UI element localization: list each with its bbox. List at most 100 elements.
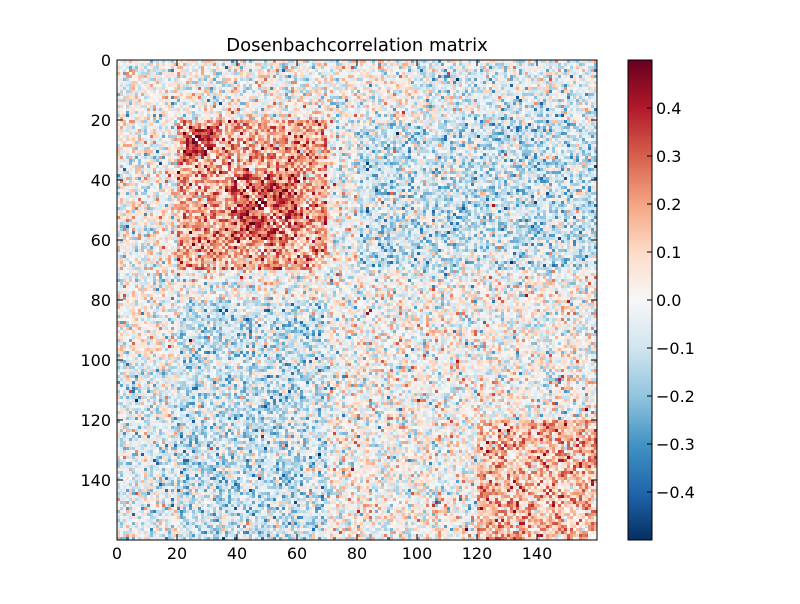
heatmap-cell xyxy=(213,75,217,79)
heatmap-cell xyxy=(585,87,589,91)
heatmap-cell xyxy=(456,60,460,64)
heatmap-cell xyxy=(387,93,391,97)
heatmap-cell xyxy=(129,114,133,118)
heatmap-cell xyxy=(489,60,493,64)
heatmap-cell xyxy=(501,66,505,70)
heatmap-cell xyxy=(279,72,283,76)
heatmap-cell xyxy=(267,126,271,130)
heatmap-cell xyxy=(255,108,259,112)
heatmap-cell xyxy=(279,108,283,112)
heatmap-cell xyxy=(498,63,502,67)
heatmap-cell xyxy=(480,108,484,112)
heatmap-cell xyxy=(555,135,559,139)
heatmap-cell xyxy=(456,111,460,115)
heatmap-cell xyxy=(177,117,181,121)
heatmap-cell xyxy=(138,123,142,127)
heatmap-cell xyxy=(327,81,331,85)
heatmap-cell xyxy=(543,75,547,79)
heatmap-cell xyxy=(174,69,178,73)
heatmap-cell xyxy=(567,96,571,100)
heatmap-cell xyxy=(159,72,163,76)
heatmap-cell xyxy=(288,93,292,97)
heatmap-cell xyxy=(294,144,298,148)
heatmap-cell xyxy=(510,135,514,139)
heatmap-cell xyxy=(165,138,169,142)
heatmap-cell xyxy=(483,75,487,79)
heatmap-cell xyxy=(486,132,490,136)
heatmap-cell xyxy=(129,138,133,142)
heatmap-cell xyxy=(276,114,280,118)
heatmap-cell xyxy=(579,78,583,82)
heatmap-cell xyxy=(411,138,415,142)
heatmap-cell xyxy=(366,108,370,112)
heatmap-cell xyxy=(267,144,271,148)
heatmap-cell xyxy=(546,135,550,139)
heatmap-cell xyxy=(306,120,310,124)
heatmap-cell xyxy=(387,111,391,115)
heatmap-cell xyxy=(240,144,244,148)
heatmap-cell xyxy=(369,78,373,82)
heatmap-cell xyxy=(231,87,235,91)
heatmap-cell xyxy=(447,81,451,85)
heatmap-cell xyxy=(234,111,238,115)
heatmap-cell xyxy=(585,93,589,97)
heatmap-cell xyxy=(279,105,283,109)
heatmap-cell xyxy=(396,99,400,103)
heatmap-cell xyxy=(465,90,469,94)
heatmap-cell xyxy=(147,81,151,85)
heatmap-cell xyxy=(438,99,442,103)
heatmap-cell xyxy=(276,117,280,121)
heatmap-cell xyxy=(321,99,325,103)
heatmap-cell xyxy=(387,66,391,70)
heatmap-cell xyxy=(504,111,508,115)
heatmap-cell xyxy=(486,90,490,94)
heatmap-cell xyxy=(360,135,364,139)
heatmap-cell xyxy=(255,111,259,115)
heatmap-cell xyxy=(339,102,343,106)
heatmap-cell xyxy=(429,60,433,64)
heatmap-cell xyxy=(543,111,547,115)
heatmap-cell xyxy=(246,129,250,133)
heatmap-cell xyxy=(573,102,577,106)
heatmap-cell xyxy=(432,60,436,64)
heatmap-cell xyxy=(444,114,448,118)
heatmap-cell xyxy=(117,87,121,91)
heatmap-cell xyxy=(201,75,205,79)
heatmap-cell xyxy=(471,72,475,76)
heatmap-cell xyxy=(315,69,319,73)
heatmap-cell xyxy=(558,60,562,64)
heatmap-cell xyxy=(252,99,256,103)
heatmap-cell xyxy=(426,102,430,106)
heatmap-cell xyxy=(348,117,352,121)
heatmap-cell xyxy=(561,144,565,148)
heatmap-cell xyxy=(168,147,172,151)
heatmap-cell xyxy=(585,102,589,106)
heatmap-cell xyxy=(192,132,196,136)
heatmap-cell xyxy=(186,123,190,127)
heatmap-cell xyxy=(198,141,202,145)
heatmap-cell xyxy=(279,87,283,91)
heatmap-cell xyxy=(459,63,463,67)
heatmap-cell xyxy=(405,60,409,64)
heatmap-cell xyxy=(534,99,538,103)
heatmap-cell xyxy=(450,96,454,100)
heatmap-cell xyxy=(312,114,316,118)
heatmap-cell xyxy=(189,132,193,136)
heatmap-cell xyxy=(354,87,358,91)
heatmap-cell xyxy=(516,78,520,82)
heatmap-cell xyxy=(441,84,445,88)
heatmap-cell xyxy=(294,111,298,115)
heatmap-cell xyxy=(153,75,157,79)
heatmap-cell xyxy=(144,153,148,157)
heatmap-cell xyxy=(315,114,319,118)
heatmap-cell xyxy=(354,123,358,127)
heatmap-cell xyxy=(471,84,475,88)
heatmap-cell xyxy=(168,117,172,121)
heatmap-cell xyxy=(327,90,331,94)
heatmap-cell xyxy=(447,135,451,139)
heatmap-cell xyxy=(210,105,214,109)
heatmap-cell xyxy=(294,141,298,145)
heatmap-cell xyxy=(417,132,421,136)
heatmap-cell xyxy=(525,84,529,88)
heatmap-cell xyxy=(513,63,517,67)
